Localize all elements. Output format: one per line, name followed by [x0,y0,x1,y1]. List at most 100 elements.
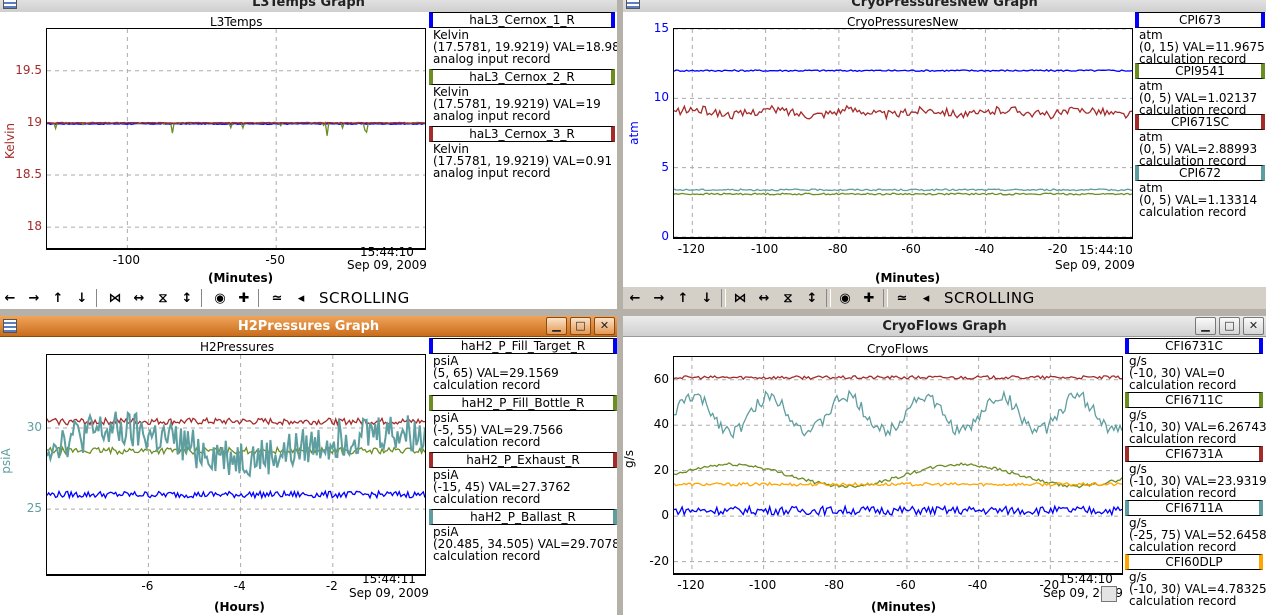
legend-series-button[interactable]: haL3_Cernox_1_R [429,12,615,28]
legend-series-button[interactable]: CFI6711C [1125,392,1263,408]
legend-detail-text: calculation record [1129,540,1237,554]
legend-series-button[interactable]: CPI9541 [1135,63,1265,79]
zoom-y-out-icon[interactable]: ↕ [181,290,193,306]
zoom-x-out-icon[interactable]: ↔ [133,290,145,306]
plot-svg [673,28,1133,238]
series-line [673,69,1133,73]
minimize-icon[interactable]: ▁ [546,317,567,335]
legend-series-button[interactable]: haL3_Cernox_3_R [429,126,615,142]
legend-series-button[interactable]: CFI6711A [1125,500,1263,516]
window-title: H2Pressures Graph [237,318,380,334]
legend-series-button[interactable]: haH2_P_Fill_Bottle_R [429,395,617,411]
series-line [46,122,426,126]
arrow-right-icon[interactable]: → [653,290,665,306]
window-title: CryoFlows Graph [882,318,1007,334]
legend-series-button[interactable]: haH2_P_Fill_Target_R [429,338,617,354]
x-tick-label: -80 [824,578,845,592]
plot-title: CryoPressuresNew [847,15,959,29]
x-tick-label: -120 [677,578,705,592]
legend-detail-text: (20.485, 34.505) VAL=29.7078 [433,537,617,551]
zoom-y-in-icon[interactable]: ⧖ [158,290,168,306]
window-title-bar[interactable]: CryoFlows Graph ▁ □ ✕ [623,316,1266,337]
zoom-y-in-icon[interactable]: ⧖ [783,290,793,306]
zoom-x-out-icon[interactable]: ↔ [758,290,770,306]
arrow-up-icon[interactable]: ↑ [677,290,689,306]
y-axis-label: g/s [623,450,636,468]
legend-series-button[interactable]: CPI671SC [1135,114,1265,130]
timestamp-time: 15:44:10 [1079,243,1133,257]
timestamp-time: 15:44:10 [1059,572,1113,586]
legend: haL3_Cernox_1_R Kelvin (17.5781, 19.9219) … [429,12,617,192]
plot-svg [673,357,1123,573]
legend-series-button[interactable]: haL3_Cernox_2_R [429,69,615,85]
window-title-bar[interactable]: H2Pressures Graph ▁ □ ✕ [0,316,617,337]
arrow-down-icon[interactable]: ↓ [701,290,713,306]
x-axis-label: (Minutes) [871,600,937,614]
legend-detail-text: (-25, 75) VAL=52.6458 [1129,528,1266,542]
minimize-icon[interactable]: ▁ [1195,317,1216,335]
legend-detail-text: (0, 15) VAL=11.9675 [1139,40,1265,54]
zoom-y-out-icon[interactable]: ↕ [806,290,818,306]
legend-detail-text: calculation record [1139,103,1247,117]
legend-detail-text: (5, 65) VAL=29.1569 [433,366,559,380]
autoscale-icon[interactable]: ◉ [214,290,226,306]
legend-detail-text: (0, 5) VAL=2.88993 [1139,142,1258,156]
x-tick-label: -100 [112,253,140,267]
close-icon[interactable]: ✕ [1243,317,1264,335]
legend-series-button[interactable]: CFI6731A [1125,446,1263,462]
resize-grip[interactable] [1101,586,1117,602]
y-tick-label: 20 [653,462,669,477]
legend-series-button[interactable]: haH2_P_Ballast_R [429,509,617,525]
zoom-x-in-icon[interactable]: ⋈ [733,290,747,306]
add-icon[interactable]: ✚ [863,290,875,306]
plot-area [673,356,1123,575]
legend-series-button[interactable]: CFI60DLP [1125,554,1263,570]
series-line [46,410,426,478]
add-icon[interactable]: ✚ [238,290,250,306]
series-line [673,504,1123,518]
close-icon[interactable]: ✕ [594,317,615,335]
plot-svg [46,355,426,574]
arrow-left-icon[interactable]: ← [4,290,16,306]
series-line [673,481,1123,487]
series-line [674,389,1123,440]
back-icon[interactable]: ◂ [922,290,930,306]
window-title: L3Temps Graph [252,0,365,10]
arrow-left-icon[interactable]: ← [629,290,641,306]
autoscale-icon[interactable]: ◉ [839,290,851,306]
legend-detail-text: g/s [1129,462,1147,476]
legend-detail-text: Kelvin [433,28,470,42]
legend-series-button[interactable]: CFI6731C [1125,338,1263,354]
x-tick-label: -100 [748,578,777,592]
y-tick-label: 10 [653,90,669,105]
back-icon[interactable]: ◂ [297,290,305,306]
plot-style-icon[interactable]: ≃ [896,290,908,306]
plot-style-icon[interactable]: ≃ [271,290,283,306]
maximize-icon[interactable]: □ [570,317,591,335]
legend-series-button[interactable]: CPI672 [1135,165,1265,181]
legend-detail-text: (0, 5) VAL=1.02137 [1139,91,1258,105]
legend-detail-text: (-10, 30) VAL=6.26743 [1129,420,1266,434]
legend-detail-text: (-10, 30) VAL=0 [1129,366,1225,380]
arrow-up-icon[interactable]: ↑ [52,290,64,306]
legend-series-button[interactable]: CPI673 [1135,12,1265,28]
x-tick-label: -40 [974,242,995,256]
plot-title: L3Temps [210,15,263,29]
arrow-right-icon[interactable]: → [28,290,40,306]
legend-detail-text: calculation record [433,549,541,563]
zoom-x-in-icon[interactable]: ⋈ [108,290,122,306]
x-axis-label: (Minutes) [875,271,941,285]
x-tick-label: -4 [233,579,246,593]
legend-detail-text: calculation record [1139,52,1247,66]
maximize-icon[interactable]: □ [1219,317,1240,335]
legend-detail-text: psiA [433,525,459,539]
toolbar: ← → ↑ ↓ ⋈ ↔ ⧖ ↕ ◉ ✚ ≃ ◂ SCROLLING [0,287,617,309]
arrow-down-icon[interactable]: ↓ [76,290,88,306]
toolbar: ← → ↑ ↓ ⋈ ↔ ⧖ ↕ ◉ ✚ ≃ ◂ SCROLLING [625,287,1266,309]
y-tick-label: 19 [26,114,42,129]
legend-series-button[interactable]: haH2_P_Exhaust_R [429,452,617,468]
app-icon [626,0,640,9]
x-tick-label: -80 [828,242,848,256]
window-title: CryoPressuresNew Graph [851,0,1038,10]
legend-detail-text: Kelvin [433,142,470,156]
